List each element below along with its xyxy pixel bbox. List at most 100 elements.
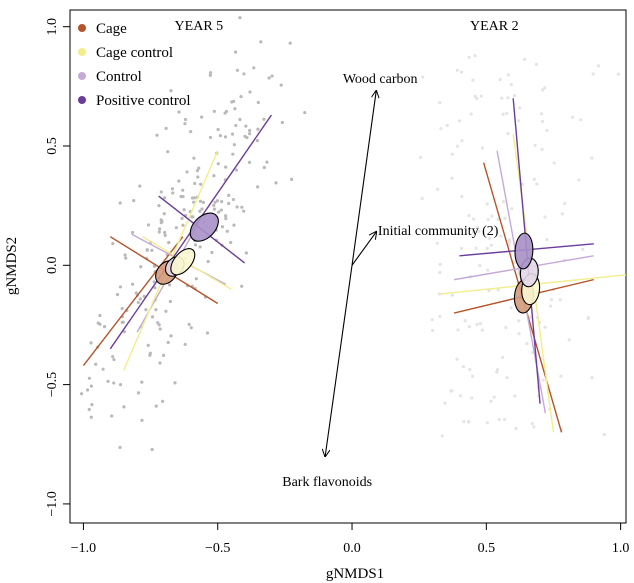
sample-point (520, 182, 525, 186)
sample-point (518, 106, 522, 110)
sample-point (96, 321, 100, 325)
sample-point (503, 216, 507, 220)
sample-point (486, 268, 490, 272)
sample-point (142, 294, 146, 298)
sample-point (590, 376, 594, 380)
sample-point (212, 174, 216, 178)
sample-point (506, 73, 510, 77)
sample-point (471, 78, 475, 82)
sample-point (497, 417, 501, 422)
sample-point (205, 331, 210, 335)
sample-point (504, 325, 508, 330)
sample-point (139, 265, 143, 269)
sample-point (502, 417, 507, 422)
sample-point (506, 132, 510, 136)
sample-point (206, 259, 210, 264)
vector-label: Wood carbon (343, 72, 418, 87)
sample-point (245, 135, 249, 140)
sample-point (534, 62, 538, 66)
sample-point (89, 341, 93, 345)
group-ellipses (82, 98, 627, 433)
sample-point (242, 209, 246, 213)
y-tick-label: 0.5 (45, 137, 60, 155)
sample-point (535, 182, 539, 186)
sample-point (252, 66, 256, 70)
sample-point (467, 55, 471, 59)
sample-point (171, 191, 175, 195)
sample-point (450, 293, 455, 297)
legend-label: Cage control (96, 45, 173, 61)
sample-point (227, 193, 231, 197)
sample-point (192, 200, 196, 204)
sample-point (456, 328, 460, 332)
sample-point (163, 196, 167, 200)
sample-point (501, 355, 505, 359)
sample-point (532, 425, 536, 429)
sample-point (231, 152, 235, 156)
sample-point (219, 208, 223, 212)
sample-point (436, 187, 440, 191)
sample-point (579, 118, 583, 122)
group-axis-line (82, 236, 184, 366)
vector-arrow (351, 91, 376, 266)
sample-point (439, 127, 443, 131)
sample-point (216, 162, 220, 166)
sample-point (501, 200, 506, 204)
sample-point (552, 161, 556, 165)
sample-point (212, 203, 216, 207)
sample-point (499, 234, 503, 238)
sample-point (152, 264, 157, 268)
sample-point (89, 384, 93, 388)
sample-point (102, 325, 107, 329)
sample-point (267, 76, 271, 80)
sample-point (195, 169, 200, 173)
sample-point (456, 232, 460, 236)
sample-point (112, 381, 116, 385)
sample-point (471, 374, 475, 378)
sample-point (145, 248, 149, 252)
sample-point (146, 223, 151, 227)
sample-point (486, 217, 490, 222)
sample-point (150, 315, 155, 319)
sample-point (450, 176, 454, 180)
sample-point (224, 165, 228, 169)
sample-point (173, 381, 177, 385)
sample-point (438, 262, 442, 266)
sample-point (506, 96, 510, 100)
sample-point (115, 293, 120, 297)
sample-point (514, 426, 518, 431)
sample-point (224, 109, 229, 114)
sample-point (193, 181, 197, 186)
sample-point (559, 374, 563, 378)
sample-point (478, 322, 482, 326)
sample-point (438, 101, 442, 105)
axes: −1.0 −0.5 0.0 0.5 1.0 −1.0 −0.5 0.0 0.5 1.0 (45, 18, 629, 556)
x-tick-label: −0.5 (205, 541, 230, 556)
legend-swatch (78, 24, 86, 32)
panel-label: YEAR 2 (470, 19, 519, 34)
sample-point (485, 202, 489, 206)
sample-point (169, 334, 173, 338)
sample-point (437, 292, 442, 296)
sample-point (229, 240, 233, 245)
sample-point (472, 217, 476, 221)
sample-point (548, 304, 553, 308)
sample-point (208, 71, 213, 75)
sample-point (87, 407, 91, 412)
sample-point (208, 135, 213, 140)
sample-point (489, 243, 493, 247)
sample-point (158, 327, 162, 331)
sample-point (478, 263, 482, 268)
sample-point (157, 230, 161, 234)
sample-point (90, 403, 94, 407)
sample-point (150, 248, 154, 252)
sample-point (166, 150, 170, 154)
sample-point (240, 205, 244, 209)
sample-point (265, 160, 269, 164)
sample-point (242, 72, 246, 76)
sample-point (450, 152, 454, 156)
sample-point (461, 365, 466, 369)
sample-point (577, 178, 581, 182)
sample-point (558, 298, 562, 302)
sample-point (279, 83, 283, 87)
